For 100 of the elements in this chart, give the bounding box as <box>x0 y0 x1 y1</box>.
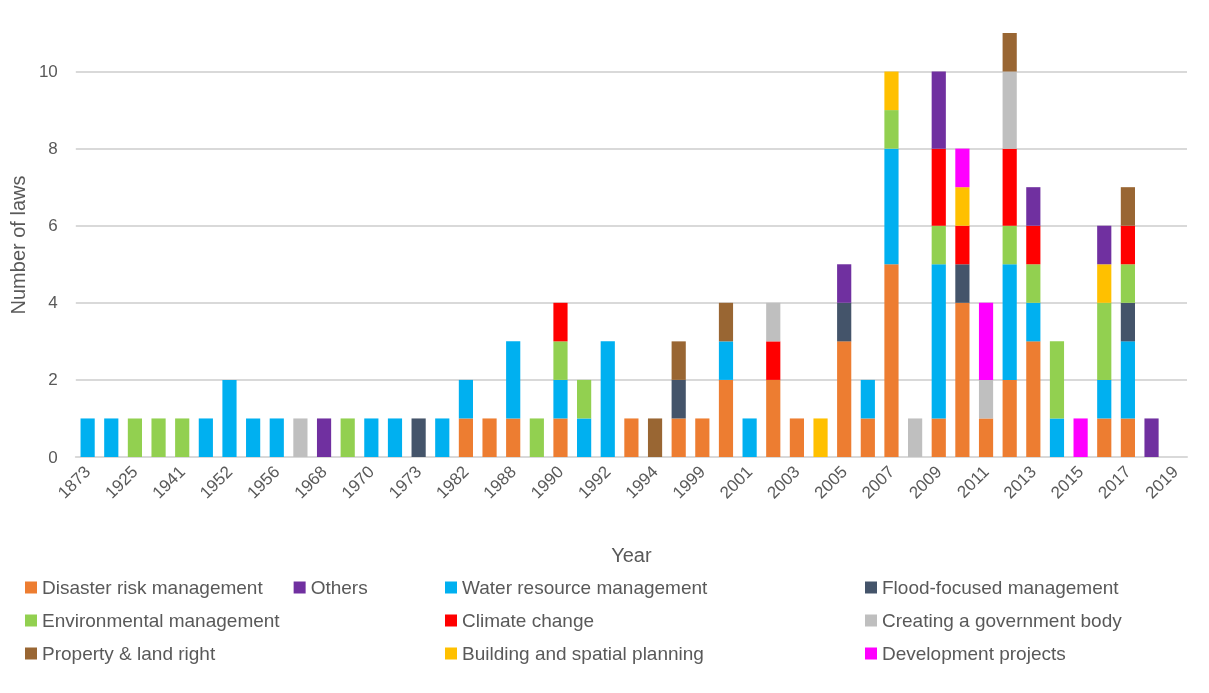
bar <box>458 418 473 457</box>
bar <box>411 418 426 457</box>
bar <box>1002 264 1017 380</box>
bar <box>931 225 946 265</box>
bar <box>671 341 686 380</box>
bar <box>269 418 284 457</box>
legend-label: Environmental management <box>42 610 281 631</box>
y-tick-label: 4 <box>48 293 58 313</box>
legend-label: Property & land right <box>42 643 216 664</box>
bar <box>1026 341 1041 457</box>
bar <box>80 418 95 457</box>
bar <box>553 341 568 380</box>
bar <box>1073 418 1088 457</box>
bar <box>577 379 592 419</box>
bar <box>364 418 379 457</box>
bar <box>978 302 994 380</box>
bar <box>955 264 970 303</box>
legend-label: Flood-focused management <box>882 577 1120 598</box>
bar <box>1120 225 1135 265</box>
bar <box>695 418 710 457</box>
bar <box>766 379 781 457</box>
bar <box>931 418 946 457</box>
bar <box>1049 418 1065 457</box>
bar <box>884 110 899 149</box>
bar <box>718 302 734 342</box>
bar <box>1120 302 1135 342</box>
bar <box>1097 225 1112 265</box>
bar <box>978 418 994 457</box>
bar <box>340 418 355 457</box>
bar <box>553 379 568 419</box>
bar <box>104 418 119 457</box>
y-tick-label: 10 <box>38 62 58 82</box>
bar <box>577 418 592 457</box>
bar <box>1097 302 1112 380</box>
bar <box>1002 33 1017 72</box>
bar <box>718 341 734 380</box>
bar <box>978 379 994 419</box>
bar <box>553 302 568 342</box>
bar <box>1144 418 1159 457</box>
legend-label: Others <box>310 577 368 598</box>
bar <box>1026 225 1041 265</box>
bar <box>671 379 686 419</box>
bar <box>766 341 781 380</box>
bar <box>1120 187 1135 226</box>
bar <box>1097 379 1112 419</box>
y-tick-label: 8 <box>48 139 58 159</box>
bar <box>175 418 190 457</box>
bar <box>789 418 804 457</box>
y-tick-label: 6 <box>48 216 58 236</box>
bar <box>766 302 781 342</box>
bar <box>1120 418 1135 457</box>
bar <box>198 418 213 457</box>
bar <box>1120 264 1135 303</box>
bar <box>1026 187 1041 226</box>
bar <box>884 264 899 457</box>
legend-label: Building and spatial planning <box>462 643 704 664</box>
bar <box>600 341 615 457</box>
bar <box>837 264 852 303</box>
bar <box>482 418 497 457</box>
bar <box>293 418 308 457</box>
bar <box>458 379 473 419</box>
bar <box>1026 302 1041 342</box>
bar <box>553 418 568 457</box>
bar <box>955 302 970 457</box>
bar <box>1026 264 1041 303</box>
bar <box>624 418 639 457</box>
bar <box>151 418 166 457</box>
bar <box>860 379 875 419</box>
bar <box>884 71 899 111</box>
bar <box>387 418 403 457</box>
bar <box>127 418 143 457</box>
bar <box>931 148 946 226</box>
bar <box>860 418 875 457</box>
bar <box>908 418 923 457</box>
bar <box>316 418 332 457</box>
bar <box>742 418 757 457</box>
bar <box>884 148 899 265</box>
legend-label: Water resource management <box>462 577 709 598</box>
bar <box>1097 418 1112 457</box>
bar <box>1002 379 1017 457</box>
bar <box>506 341 521 419</box>
bar <box>1002 148 1017 226</box>
bar <box>647 418 663 457</box>
bar <box>931 71 946 149</box>
y-tick-label: 2 <box>48 370 58 390</box>
bar <box>931 264 946 419</box>
bar <box>837 302 852 342</box>
bar <box>246 418 261 457</box>
legend-label: Climate change <box>462 610 595 631</box>
bar <box>1002 225 1017 265</box>
legend-label: Disaster risk management <box>42 577 264 598</box>
bar <box>837 341 852 457</box>
bar <box>222 379 237 457</box>
bar <box>671 418 686 457</box>
bar <box>955 148 970 188</box>
bar <box>1002 71 1017 149</box>
bar <box>955 225 970 265</box>
x-axis-title: Year <box>611 544 652 566</box>
bar <box>529 418 544 457</box>
bar <box>1097 264 1112 303</box>
